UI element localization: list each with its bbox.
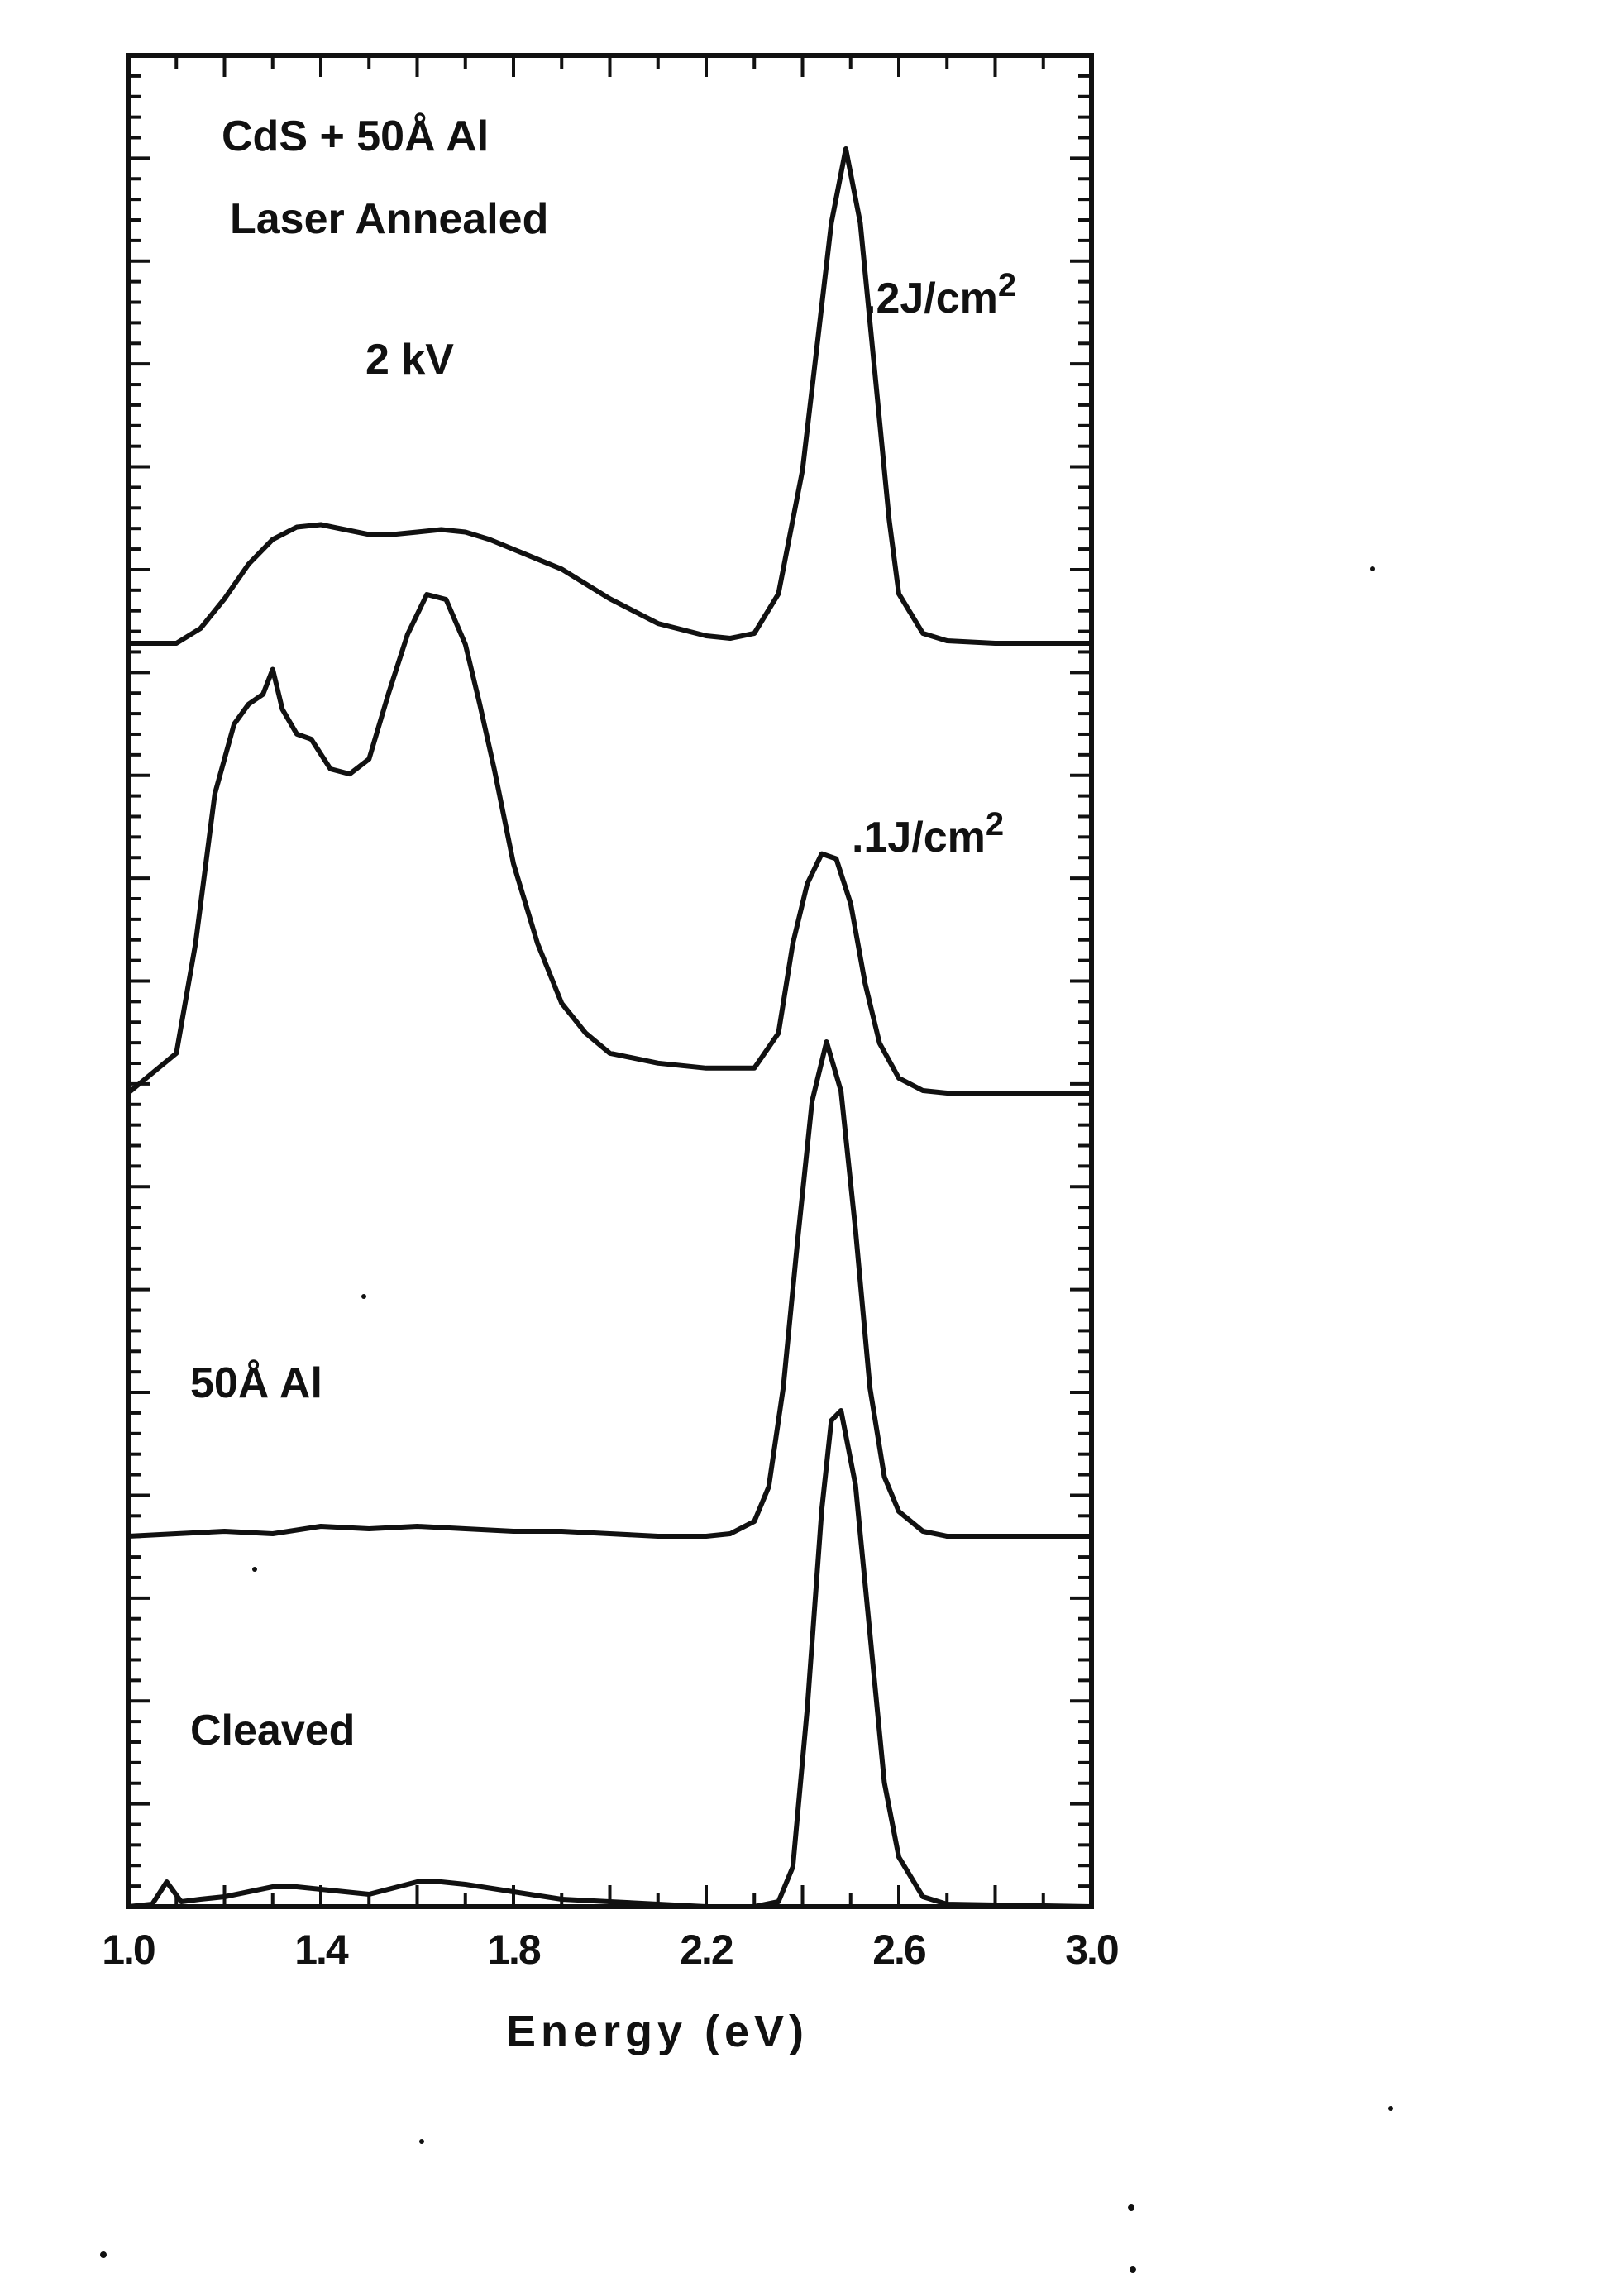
x-tick-label: 1.0 bbox=[102, 1927, 155, 1973]
annotation-fluence-01: .1J/cm2 bbox=[852, 806, 1004, 862]
x-axis-title: Energy (eV) bbox=[506, 2007, 809, 2056]
speck bbox=[100, 2251, 107, 2258]
annotation-fluence-02: .2J/cm2 bbox=[864, 267, 1016, 322]
series-layer bbox=[127, 146, 1092, 1909]
speck bbox=[361, 1294, 366, 1299]
x-tick-label: 3.0 bbox=[1065, 1927, 1118, 1973]
speck bbox=[419, 2139, 424, 2144]
x-tick-label: 2.2 bbox=[680, 1927, 733, 1973]
annotation-fluence-01-sup: 2 bbox=[986, 806, 1004, 843]
x-tick-label: 1.4 bbox=[294, 1927, 349, 1973]
speck bbox=[1130, 2266, 1136, 2273]
x-tick-labels: 1.0 1.4 1.8 2.2 2.6 3.0 bbox=[102, 1927, 1120, 1973]
plot-frame bbox=[126, 53, 1094, 1909]
speck bbox=[1128, 2204, 1134, 2211]
annotation-voltage: 2 kV bbox=[365, 336, 454, 384]
annotation-sample: CdS + 50Å Al bbox=[222, 112, 489, 160]
series-line-s_02 bbox=[128, 146, 1091, 646]
annotation-fluence-01-text: .1J/cm bbox=[852, 814, 986, 862]
series-line-s_01 bbox=[127, 592, 1091, 1096]
top-tick-marks bbox=[127, 55, 1093, 77]
right-tick-marks bbox=[1070, 54, 1091, 1908]
speck bbox=[1370, 566, 1375, 571]
series-line-s_al bbox=[127, 1039, 1091, 1539]
x-tick-label: 1.8 bbox=[487, 1927, 541, 1973]
annotation-al-layer: 50Å Al bbox=[190, 1359, 322, 1407]
speck bbox=[1388, 2106, 1393, 2111]
annotation-cleaved: Cleaved bbox=[190, 1707, 355, 1755]
speck bbox=[252, 1567, 257, 1572]
left-tick-marks bbox=[128, 54, 150, 1908]
series-line-s_cleaved bbox=[127, 1408, 1092, 1909]
annotation-fluence-02-sup: 2 bbox=[998, 267, 1016, 303]
x-tick-label: 2.6 bbox=[872, 1927, 925, 1973]
annotation-fluence-02-text: .2J/cm bbox=[864, 275, 998, 322]
annotation-treatment: Laser Annealed bbox=[230, 195, 548, 243]
